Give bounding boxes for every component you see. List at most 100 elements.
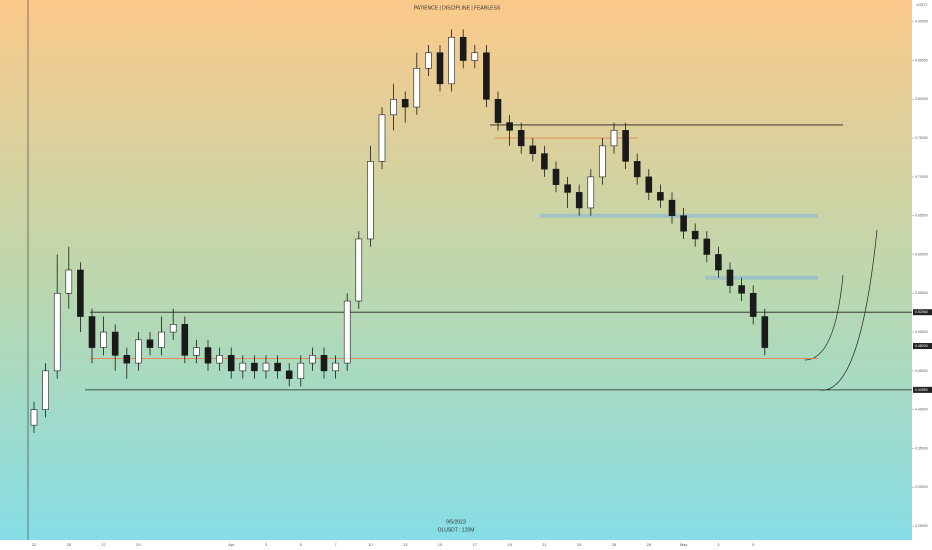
candle-body: [146, 339, 154, 348]
chart-title: PATIENCE | DISCIPLINE | FEARLESS: [414, 5, 501, 11]
candle-body: [320, 355, 328, 372]
candle-body: [274, 362, 281, 372]
x-tick-label: 3: [265, 542, 268, 547]
candle-body: [738, 285, 745, 294]
currency-label: USDT: [917, 2, 928, 7]
candle-body: [726, 269, 734, 286]
projection-arrow: [804, 274, 844, 361]
candle-body: [239, 362, 247, 372]
candle-body: [575, 192, 583, 209]
candle-body: [587, 176, 595, 209]
x-tick-label: 13: [403, 542, 408, 547]
candle-body: [309, 355, 316, 364]
candle-body: [123, 355, 131, 364]
y-tick-label: 0.70000: [915, 175, 928, 179]
candle-body: [297, 362, 305, 379]
candle-body: [42, 370, 49, 410]
candle-body: [645, 176, 653, 193]
y-tick-label: 0.85000: [915, 58, 928, 62]
x-tick-label: 29: [136, 542, 141, 547]
candle-body: [343, 300, 351, 364]
candle-body: [111, 331, 119, 356]
candle-body: [332, 362, 339, 372]
candle-body: [251, 362, 258, 372]
y-tick-label: 0.30000: [915, 485, 928, 489]
x-tick-label: 3: [717, 542, 720, 547]
price-label: 0.48200: [915, 344, 928, 348]
candle-body: [552, 168, 560, 185]
candle-body: [599, 145, 606, 178]
candle-body: [703, 238, 711, 255]
candle-body: [355, 238, 363, 302]
candle-body: [181, 324, 189, 356]
x-tick-label: 22: [32, 542, 37, 547]
x-tick-label: Apr: [228, 542, 235, 547]
x-tick-label: 25: [67, 542, 72, 547]
candle-body: [448, 36, 455, 85]
y-tick-label: 0.25000: [915, 524, 928, 528]
candle-body: [30, 409, 38, 426]
candle-body: [227, 355, 235, 372]
candle-body: [459, 36, 467, 61]
x-tick-label: 26: [612, 542, 617, 547]
candle-body: [471, 52, 479, 61]
y-tick-label: 0.60000: [915, 252, 928, 256]
candle-body: [691, 230, 699, 240]
x-tick-label: 19: [507, 542, 512, 547]
candle-body: [367, 161, 374, 240]
candle-body: [262, 362, 270, 372]
plot-background: [0, 0, 912, 540]
candle-body: [425, 52, 432, 69]
watermark: OLUSDT : 120M: [438, 527, 475, 533]
time-axis: [0, 540, 912, 550]
x-tick-label: 21: [542, 542, 547, 547]
x-tick-label: 5: [752, 542, 755, 547]
candle-body: [77, 269, 84, 317]
price-label-box: [913, 386, 932, 393]
y-tick-label: 0.90000: [915, 20, 928, 24]
price-label: 0.52560: [915, 310, 928, 314]
candle-body: [610, 130, 618, 147]
candle-body: [715, 254, 722, 271]
candle-body: [378, 114, 386, 162]
x-tick-label: 5: [300, 542, 303, 547]
projection-arrow: [819, 229, 878, 391]
candle-body: [622, 130, 629, 162]
candle-body: [436, 52, 444, 85]
y-tick-label: 0.50000: [915, 330, 928, 334]
x-tick-label: 17: [473, 542, 478, 547]
y-tick-label: 0.45000: [915, 369, 928, 373]
watermark: 9/5/2023: [446, 519, 466, 525]
candle-body: [193, 347, 200, 356]
candle-body: [413, 67, 421, 108]
price-axis: [912, 0, 932, 550]
y-tick-label: 0.55000: [915, 291, 928, 295]
candle-body: [65, 269, 73, 294]
candle-body: [494, 99, 502, 123]
candle-body: [680, 215, 687, 232]
candle-body: [158, 331, 165, 348]
x-tick-label: 24: [577, 542, 582, 547]
candle-body: [506, 122, 513, 131]
x-tick-label: 10: [368, 542, 373, 547]
candle-body: [517, 130, 525, 147]
x-tick-label: 27: [101, 542, 106, 547]
x-tick-label: 15: [438, 542, 443, 547]
y-tick-label: 0.80000: [915, 97, 928, 101]
price-label: 0.42550: [915, 388, 928, 392]
candle-body: [216, 355, 223, 364]
candle-body: [204, 347, 212, 364]
candle-body: [749, 292, 757, 317]
x-tick-label: 28: [647, 542, 652, 547]
candle-body: [761, 316, 769, 348]
y-tick-label: 0.65000: [915, 214, 928, 218]
candle-body: [529, 145, 537, 154]
candle-body: [135, 339, 142, 364]
candle-body: [88, 316, 96, 348]
y-tick-label: 0.40000: [915, 408, 928, 412]
candle-body: [668, 199, 676, 216]
candle-body: [169, 324, 177, 333]
candle-body: [541, 153, 548, 170]
candle-body: [401, 99, 409, 108]
